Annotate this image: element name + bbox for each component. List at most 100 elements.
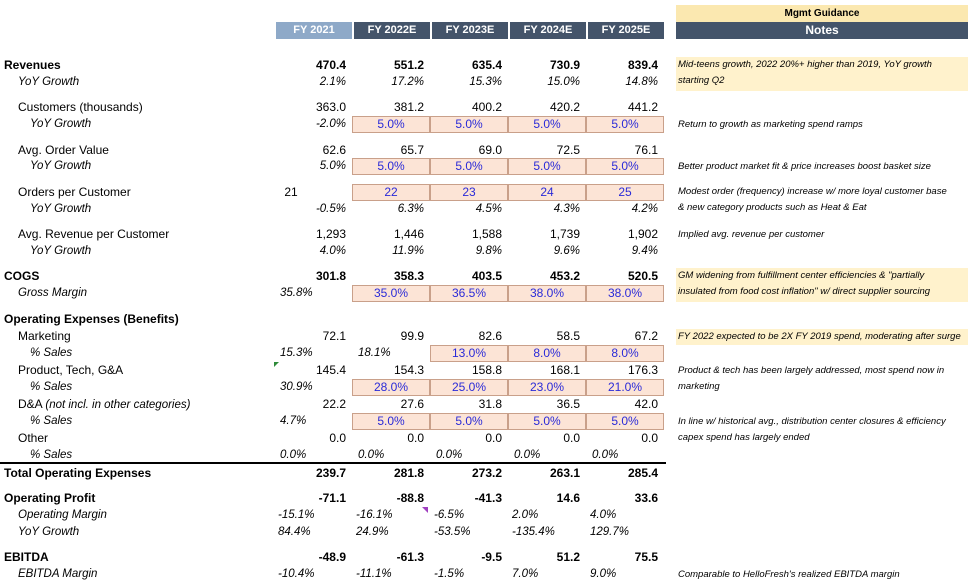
cell[interactable]: 453.2 [549,269,580,283]
cell[interactable]: -10.4% [278,568,315,580]
cell[interactable]: 176.3 [627,363,658,377]
input-cell[interactable]: 8.0% [508,345,586,362]
cell[interactable]: 1,588 [471,227,502,241]
cell[interactable]: 15.3% [469,76,502,88]
cell[interactable]: 4.7% [280,415,307,427]
cell[interactable]: -1.5% [434,568,465,580]
cell[interactable]: 285.4 [627,466,658,480]
cell[interactable]: 84.4% [278,526,311,538]
cell[interactable]: 730.9 [549,58,580,72]
input-cell[interactable]: 5.0% [430,116,508,133]
input-cell[interactable]: 5.0% [430,413,508,430]
cell[interactable]: 263.1 [549,466,580,480]
cell[interactable]: 0.0% [280,449,307,461]
cell[interactable]: -61.3 [396,550,424,564]
cell[interactable]: -135.4% [512,526,555,538]
cell[interactable]: 4.2% [631,203,658,215]
cell[interactable]: 1,446 [393,227,424,241]
input-cell[interactable]: 35.0% [352,285,430,302]
cell[interactable]: 158.8 [471,363,502,377]
cell[interactable]: 0.0% [358,449,385,461]
cell[interactable]: 7.0% [512,568,539,580]
cell[interactable]: -48.9 [318,550,346,564]
cell[interactable]: 27.6 [400,397,424,411]
cell[interactable]: 35.8% [280,287,313,299]
cell[interactable]: 6.3% [397,203,424,215]
cell[interactable]: -53.5% [434,526,471,538]
cell[interactable]: 33.6 [634,491,658,505]
cell[interactable]: 24.9% [356,526,389,538]
cell[interactable]: 403.5 [471,269,502,283]
input-cell[interactable]: 5.0% [508,116,586,133]
cell[interactable]: 154.3 [393,363,424,377]
cell[interactable]: 31.8 [478,397,502,411]
cell[interactable]: -2.0% [315,118,346,130]
cell[interactable]: 9.0% [590,568,617,580]
input-cell[interactable]: 13.0% [430,345,508,362]
cell[interactable]: 65.7 [400,143,424,157]
cell[interactable]: 4.0% [590,509,617,521]
cell[interactable]: 520.5 [627,269,658,283]
cell[interactable]: 62.6 [322,143,346,157]
cell[interactable]: 4.3% [553,203,580,215]
cell[interactable]: 22.2 [322,397,346,411]
cell[interactable]: 0.0% [592,449,619,461]
cell[interactable]: 9.4% [631,245,658,257]
cell[interactable]: 5.0% [319,160,346,172]
cell[interactable]: 273.2 [471,466,502,480]
cell[interactable]: 30.9% [280,381,313,393]
input-cell[interactable]: 24 [508,184,586,201]
cell[interactable]: 358.3 [393,269,424,283]
cell[interactable]: 15.3% [280,347,313,359]
input-cell[interactable]: 5.0% [508,158,586,175]
input-cell[interactable]: 5.0% [352,413,430,430]
cell[interactable]: 67.2 [634,329,658,343]
comment-indicator-icon[interactable] [274,362,279,367]
input-cell[interactable]: 5.0% [430,158,508,175]
cell[interactable]: 4.5% [475,203,502,215]
cell[interactable]: -15.1% [278,509,315,521]
input-cell[interactable]: 23.0% [508,379,586,396]
cell[interactable]: 168.1 [549,363,580,377]
cell[interactable]: 0.0% [436,449,463,461]
cell[interactable]: 17.2% [391,76,424,88]
input-cell[interactable]: 38.0% [508,285,586,302]
input-cell[interactable]: 5.0% [586,116,664,133]
cell[interactable]: 9.8% [475,245,502,257]
input-cell[interactable]: 38.0% [586,285,664,302]
cell[interactable]: 82.6 [478,329,502,343]
input-cell[interactable]: 5.0% [586,158,664,175]
cell[interactable]: 400.2 [471,100,502,114]
cell[interactable]: -16.1% [356,509,393,521]
cell[interactable]: 0.0 [407,431,424,445]
cell[interactable]: 0.0% [514,449,541,461]
cell[interactable]: 76.1 [634,143,658,157]
input-cell[interactable]: 25 [586,184,664,201]
cell[interactable]: 42.0 [634,397,658,411]
cell[interactable]: 72.5 [556,143,580,157]
cell[interactable]: 635.4 [471,58,502,72]
cell[interactable]: 14.8% [625,76,658,88]
input-cell[interactable]: 8.0% [586,345,664,362]
cell[interactable]: 11.9% [392,245,424,257]
input-cell[interactable]: 5.0% [508,413,586,430]
cell[interactable]: 2.0% [512,509,539,521]
cell[interactable]: 0.0 [641,431,658,445]
input-cell[interactable]: 21.0% [586,379,664,396]
cell[interactable]: 99.9 [400,329,424,343]
cell[interactable]: 21 [284,185,298,199]
input-cell[interactable]: 36.5% [430,285,508,302]
input-cell[interactable]: 5.0% [586,413,664,430]
cell[interactable]: 470.4 [315,58,346,72]
cell[interactable]: -11.1% [356,568,392,580]
cell[interactable]: 1,293 [315,227,346,241]
cell[interactable]: 441.2 [627,100,658,114]
cell[interactable]: 145.4 [315,363,346,377]
cell[interactable]: 1,902 [627,227,658,241]
cell[interactable]: 381.2 [393,100,424,114]
cell[interactable]: 51.2 [556,550,580,564]
cell[interactable]: 18.1% [358,347,391,359]
cell[interactable]: 69.0 [478,143,502,157]
cell[interactable]: 14.6 [556,491,580,505]
cell[interactable]: 9.6% [553,245,580,257]
